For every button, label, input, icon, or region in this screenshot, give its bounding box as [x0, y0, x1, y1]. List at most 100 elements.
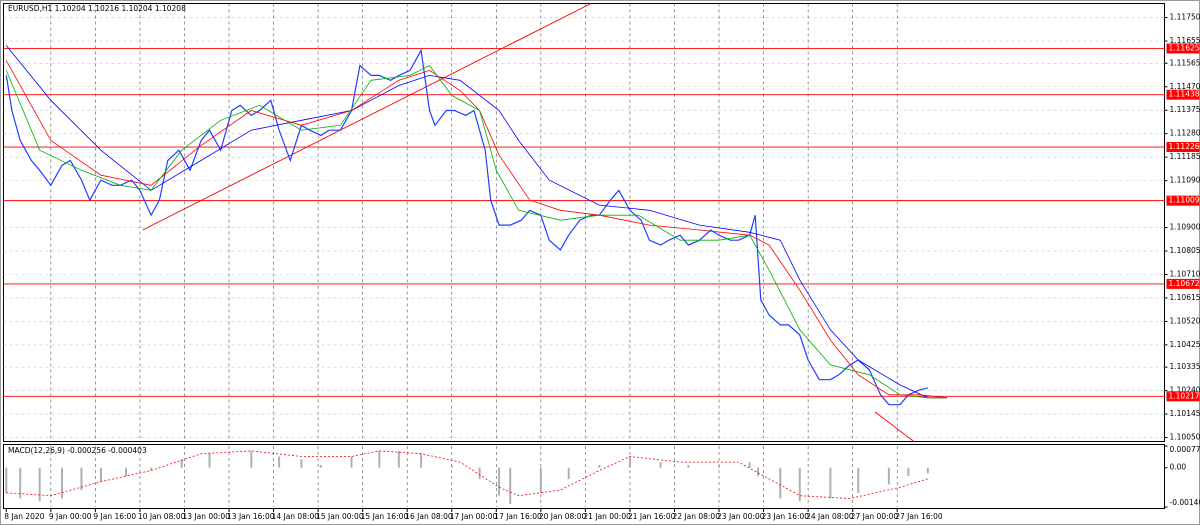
- macd-bar: [598, 464, 601, 468]
- level-label: 1.10217: [1169, 391, 1200, 400]
- y-tick-label: 1.11375: [1170, 105, 1200, 114]
- level-label-box: [1166, 278, 1200, 289]
- macd-bar: [450, 464, 453, 468]
- x-tick-label: 10 Jan 08:00: [138, 512, 186, 521]
- macd-bar: [798, 467, 801, 502]
- macd-bar: [60, 467, 63, 499]
- macd-bar: [278, 456, 281, 468]
- macd-bar: [757, 467, 760, 477]
- y-tick-label: 1.10145: [1170, 409, 1200, 418]
- macd-bar: [887, 467, 890, 485]
- y-tick-label: 0.00: [1170, 463, 1187, 472]
- x-tick-label: 23 Jan 16:00: [762, 512, 810, 521]
- level-label: 1.10672: [1169, 279, 1200, 288]
- x-tick-label: 13 Jan 16:00: [227, 512, 275, 521]
- y-tick-label: 0.000776: [1170, 445, 1200, 454]
- y-tick-label: 1.10425: [1170, 340, 1200, 349]
- macd-bar: [628, 456, 631, 468]
- macd-bar: [250, 450, 253, 468]
- macd-bar: [378, 450, 381, 468]
- y-tick-label: 1.10900: [1170, 223, 1200, 232]
- x-tick-label: 27 Jan 00:00: [851, 512, 899, 521]
- y-tick-label: 1.10615: [1170, 293, 1200, 302]
- x-tick-label: 23 Jan 00:00: [717, 512, 765, 521]
- price-line: [5, 64, 945, 399]
- main-frame: [3, 3, 1165, 442]
- x-tick-label: 21 Jan 00:00: [583, 512, 631, 521]
- x-tick-label: 9 Jan 00:00: [49, 512, 92, 521]
- chart-title: EURUSD,H1 1.10204 1.10216 1.10204 1.1020…: [8, 4, 186, 13]
- x-tick-label: 17 Jan 16:00: [494, 512, 542, 521]
- y-tick-label: 1.11185: [1170, 152, 1200, 161]
- macd-frame: [3, 444, 1165, 509]
- macd-bar: [907, 467, 910, 477]
- x-tick-label: 9 Jan 16:00: [93, 512, 136, 521]
- y-tick-label: 1.11470: [1170, 82, 1200, 91]
- x-tick-label: 15 Jan 00:00: [316, 512, 364, 521]
- x-tick-label: 13 Jan 00:00: [182, 512, 230, 521]
- macd-bar: [857, 467, 860, 493]
- y-tick-label: 1.10050: [1170, 433, 1200, 442]
- y-tick-label: 1.11280: [1170, 129, 1200, 138]
- macd-bar: [397, 450, 400, 468]
- x-tick-label: 21 Jan 16:00: [628, 512, 676, 521]
- x-tick-label: 16 Jan 08:00: [405, 512, 453, 521]
- macd-bar: [319, 464, 322, 468]
- macd-bar: [350, 456, 353, 468]
- macd-bar: [5, 467, 8, 493]
- trend-line: [142, 3, 592, 231]
- macd-bar: [420, 453, 423, 468]
- macd-bar: [718, 464, 721, 468]
- macd-bar: [687, 464, 690, 468]
- macd-bar: [300, 459, 303, 468]
- level-label-box: [1166, 195, 1200, 206]
- macd-bar: [180, 459, 183, 468]
- macd-bar: [829, 467, 832, 499]
- macd-bar: [748, 462, 751, 468]
- y-tick-label: 1.11750: [1170, 13, 1200, 22]
- x-tick-label: 14 Jan 08:00: [272, 512, 320, 521]
- level-label-box: [1166, 43, 1200, 54]
- y-tick-label: 1.11655: [1170, 36, 1200, 45]
- price-line: [5, 45, 948, 399]
- x-tick-label: 15 Jan 16:00: [361, 512, 409, 521]
- macd-bar: [125, 467, 128, 477]
- macd-bar: [539, 467, 542, 493]
- macd-bar: [208, 453, 211, 468]
- macd-title: MACD(12,26,9) -0.000256 -0.000403: [8, 446, 147, 455]
- level-label-box: [1166, 89, 1200, 100]
- y-tick-label: 1.11565: [1170, 58, 1200, 67]
- macd-bar: [779, 467, 782, 499]
- y-tick-label: 1.10520: [1170, 316, 1200, 325]
- y-tick-label: 1.10335: [1170, 362, 1200, 371]
- level-label: 1.11438: [1169, 90, 1200, 99]
- y-tick-label: 1.10805: [1170, 246, 1200, 255]
- x-tick-label: 17 Jan 00:00: [450, 512, 498, 521]
- y-tick-label: 1.11090: [1170, 176, 1200, 185]
- x-tick-label: 24 Jan 08:00: [806, 512, 854, 521]
- y-tick-label: -0.001405: [1170, 498, 1200, 507]
- macd-bar: [99, 467, 102, 482]
- level-label: 1.11625: [1169, 43, 1200, 52]
- trend-line: [874, 411, 915, 442]
- price-line: [5, 48, 928, 406]
- x-tick-label: 27 Jan 16:00: [895, 512, 943, 521]
- macd-bar: [926, 467, 929, 474]
- macd-bar: [498, 467, 501, 496]
- macd-bar: [150, 467, 153, 471]
- macd-bar: [567, 467, 570, 479]
- macd-bar: [38, 467, 41, 502]
- macd-bar: [80, 467, 83, 491]
- level-label-box: [1166, 391, 1200, 402]
- y-tick-label: 1.10240: [1170, 386, 1200, 395]
- level-label: 1.11009: [1169, 196, 1200, 205]
- level-label-box: [1166, 142, 1200, 153]
- x-tick-label: 22 Jan 08:00: [672, 512, 720, 521]
- level-label: 1.11226: [1169, 142, 1200, 151]
- macd-bar: [478, 467, 481, 479]
- macd-bar: [509, 467, 512, 505]
- x-tick-label: 8 Jan 2020: [4, 512, 44, 521]
- macd-bar: [19, 467, 22, 499]
